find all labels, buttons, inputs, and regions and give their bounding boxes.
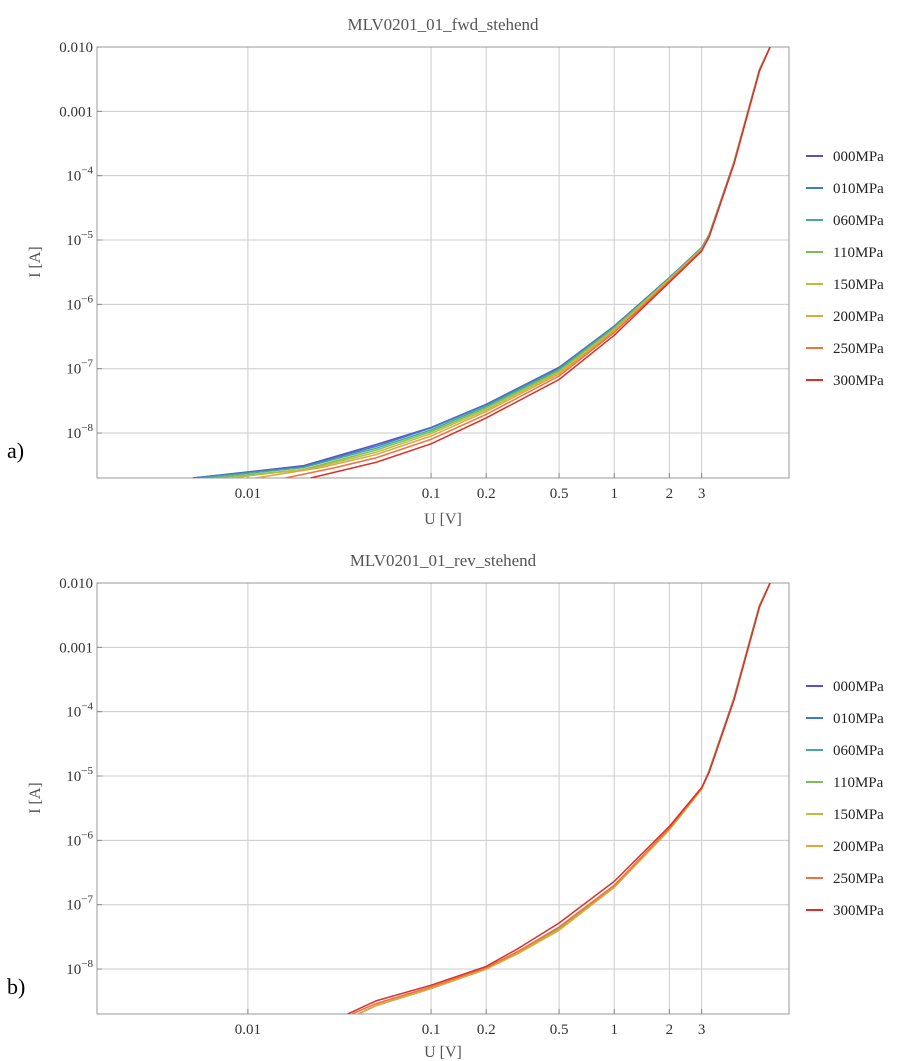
y-tick-label: 10−5: [66, 229, 93, 249]
y-tick-label: 10−8: [66, 958, 93, 978]
legend-label: 110MPa: [833, 775, 884, 791]
y-tick-label: 0.001: [59, 640, 93, 656]
legend-label: 150MPa: [833, 277, 884, 293]
y-tick-label: 0.010: [59, 576, 93, 592]
legend-label: 200MPa: [833, 839, 884, 855]
x-tick-label: 3: [698, 1022, 706, 1038]
y-tick-label: 0.010: [59, 40, 93, 56]
x-tick-label: 2: [666, 1022, 674, 1038]
x-tick-label: 1: [610, 1022, 618, 1038]
chart-title: MLV0201_01_fwd_stehend: [347, 15, 539, 34]
x-tick-label: 2: [666, 486, 674, 502]
series-line-300MPa: [310, 47, 771, 478]
legend-label: 000MPa: [833, 679, 884, 695]
y-axis-label: I [A]: [27, 782, 44, 814]
panel-label: a): [7, 438, 24, 463]
x-tick-label: 0.1: [422, 486, 441, 502]
x-tick-label: 3: [698, 486, 706, 502]
legend-label: 200MPa: [833, 309, 884, 325]
legend: 000MPa 010MPa 060MPa 110MPa 150MPa 200MPa 250M…: [806, 679, 884, 919]
legend-label: 300MPa: [833, 373, 884, 389]
y-tick-label: 10−4: [66, 701, 93, 721]
panel-label: b): [7, 974, 25, 999]
legend-label: 300MPa: [833, 903, 884, 919]
chart-panel-1: 0.01 0.1 0.2 0.5 1 2 3 10−8 10−7 10−6 10−5 10−4 0.00…: [7, 551, 884, 1061]
x-tick-label: 0.01: [235, 1022, 261, 1038]
y-tick-label: 0.001: [59, 104, 93, 120]
x-tick-label: 0.1: [422, 1022, 441, 1038]
x-tick-label: 0.01: [235, 486, 261, 502]
chart-panel-0: 0.01 0.1 0.2 0.5 1 2 3 10−8 10−7 10−6 10−5 10−4 0.00…: [7, 15, 884, 528]
gridlines: [97, 582, 789, 1014]
y-tick-label: 10−6: [66, 293, 93, 313]
legend: 000MPa 010MPa 060MPa 110MPa 150MPa 200MPa 250M…: [806, 149, 884, 389]
series-line-300MPa: [347, 583, 771, 1014]
legend-label: 250MPa: [833, 871, 884, 887]
y-tick-label: 10−8: [66, 422, 93, 442]
x-tick-label: 0.5: [550, 486, 569, 502]
y-tick-label: 10−5: [66, 765, 93, 785]
legend-label: 010MPa: [833, 181, 884, 197]
x-tick-label: 0.2: [477, 486, 496, 502]
x-tick-label: 0.5: [550, 1022, 569, 1038]
series-group: [347, 583, 771, 1014]
y-tick-label: 10−7: [66, 894, 93, 914]
legend-label: 010MPa: [833, 711, 884, 727]
legend-label: 000MPa: [833, 149, 884, 165]
legend-label: 150MPa: [833, 807, 884, 823]
x-axis-label: U [V]: [424, 511, 462, 528]
legend-label: 060MPa: [833, 213, 884, 229]
plot-frame: [96, 582, 790, 1015]
x-tick-label: 0.2: [477, 1022, 496, 1038]
x-axis-label: U [V]: [424, 1044, 462, 1061]
y-axis-label: I [A]: [27, 246, 44, 278]
y-tick-label: 10−7: [66, 358, 93, 378]
y-tick-label: 10−6: [66, 829, 93, 849]
y-tick-label: 10−4: [66, 165, 93, 185]
legend-label: 110MPa: [833, 245, 884, 261]
legend-label: 060MPa: [833, 743, 884, 759]
chart-title: MLV0201_01_rev_stehend: [350, 551, 537, 570]
legend-label: 250MPa: [833, 341, 884, 357]
x-tick-label: 1: [610, 486, 618, 502]
plot-frame: [96, 46, 790, 479]
series-group: [192, 47, 771, 478]
